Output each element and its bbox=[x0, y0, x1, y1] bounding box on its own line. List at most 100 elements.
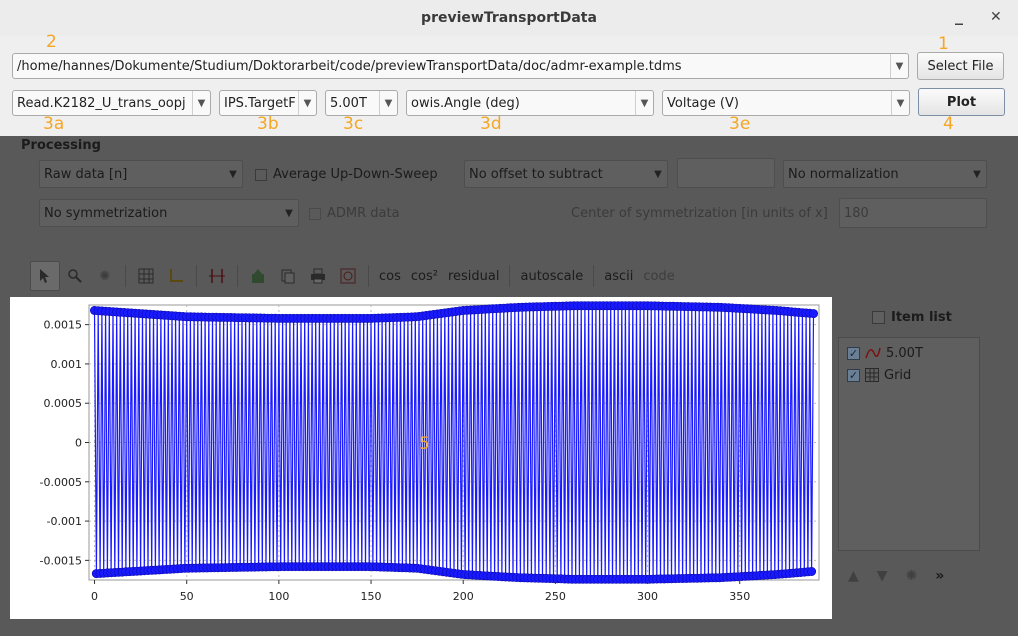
annotation-label: 3d bbox=[480, 114, 502, 134]
chevron-down-icon: ▼ bbox=[285, 207, 293, 219]
annotation-label: 5 bbox=[419, 434, 430, 454]
x-tick-label: 50 bbox=[180, 590, 194, 603]
x-tick-label: 250 bbox=[545, 590, 566, 603]
offset-value-input[interactable] bbox=[677, 158, 775, 188]
annotation-label: 3e bbox=[729, 114, 751, 134]
chevron-down-icon: ▼ bbox=[379, 91, 397, 115]
x-tick-label: 200 bbox=[453, 590, 474, 603]
axes-icon[interactable] bbox=[161, 261, 191, 291]
item-list-title: Item list bbox=[891, 310, 952, 325]
y-tick-label: 0 bbox=[75, 437, 82, 450]
check-icon[interactable]: ✓ bbox=[847, 368, 860, 382]
symmetrization-select[interactable]: No symmetrization ▼ bbox=[39, 199, 299, 227]
offset-value: No offset to subtract bbox=[469, 166, 603, 182]
annotation-label: 3c bbox=[343, 114, 364, 134]
offset-select[interactable]: No offset to subtract ▼ bbox=[464, 160, 668, 188]
data-mode-select[interactable]: Raw data [n] ▼ bbox=[39, 160, 243, 188]
admr-data-checkbox[interactable]: ADMR data bbox=[309, 206, 400, 221]
chevron-down-icon: ▼ bbox=[635, 91, 653, 115]
close-icon[interactable]: ✕ bbox=[990, 9, 1002, 25]
export-icon[interactable] bbox=[243, 261, 273, 291]
move-up-icon[interactable]: ▲ bbox=[848, 568, 859, 584]
markers-icon[interactable] bbox=[202, 261, 232, 291]
checkbox-box bbox=[309, 207, 321, 220]
item-list: ✓ 5.00T ✓ Grid bbox=[838, 337, 980, 551]
x-tick-label: 300 bbox=[637, 590, 658, 603]
annotation-label: 2 bbox=[46, 32, 57, 52]
plot-area[interactable]: 0 50 100 150 200 250 300 350 0.0015 0.001 0.0005 0 -… bbox=[10, 297, 832, 619]
x-axis-select[interactable]: owis.Angle (deg) ▼ bbox=[406, 90, 654, 116]
ascii-button[interactable]: ascii bbox=[604, 268, 634, 284]
gear-icon[interactable]: ✺ bbox=[99, 268, 111, 284]
residual-button[interactable]: residual bbox=[447, 268, 500, 284]
annotation-label: 4 bbox=[943, 114, 954, 134]
window-top-panel: previewTransportData _ ✕ 2 1 /home/hanne… bbox=[0, 0, 1018, 136]
code-button[interactable]: code bbox=[643, 268, 675, 284]
item-list-header: Item list bbox=[838, 310, 980, 325]
x-tick-label: 100 bbox=[268, 590, 289, 603]
window-title: previewTransportData bbox=[421, 10, 597, 26]
list-item-label: Grid bbox=[884, 367, 912, 383]
chevron-down-icon: ▼ bbox=[654, 168, 662, 180]
item-list-checkbox[interactable] bbox=[872, 311, 885, 324]
move-down-icon[interactable]: ▼ bbox=[876, 568, 888, 584]
y-axis-select[interactable]: Voltage (V) ▼ bbox=[662, 90, 910, 116]
average-sweep-checkbox[interactable]: Average Up-Down-Sweep bbox=[255, 167, 438, 182]
admr-data-label: ADMR data bbox=[327, 206, 400, 221]
cos-button[interactable]: cos bbox=[379, 268, 401, 284]
grid-icon bbox=[865, 368, 879, 382]
plot-button[interactable]: Plot bbox=[918, 88, 1005, 116]
zoom-icon[interactable] bbox=[60, 261, 90, 291]
chart-svg[interactable]: 0 50 100 150 200 250 300 350 0.0015 0.001 0.0005 0 -… bbox=[10, 297, 832, 619]
processing-heading: Processing bbox=[21, 138, 101, 153]
list-item[interactable]: ✓ Grid bbox=[839, 364, 979, 386]
x-tick-label: 0 bbox=[91, 590, 98, 603]
select-file-button[interactable]: Select File bbox=[917, 52, 1004, 80]
file-path-combo[interactable]: /home/hannes/Dokumente/Studium/Doktorarb… bbox=[12, 53, 909, 79]
gear-icon[interactable]: ✺ bbox=[905, 568, 918, 584]
plot-toolbar: ✺ cos cos² residual autoscale ascii code bbox=[30, 260, 680, 292]
symmetrization-value: No symmetrization bbox=[44, 205, 168, 221]
check-icon[interactable]: ✓ bbox=[847, 346, 860, 360]
chevron-down-icon: ▼ bbox=[192, 91, 210, 115]
cos2-button[interactable]: cos² bbox=[410, 268, 438, 284]
chevron-down-icon: ▼ bbox=[298, 91, 316, 115]
group-select[interactable]: Read.K2182_U_trans_oopj ▼ bbox=[12, 90, 211, 116]
list-item[interactable]: ✓ 5.00T bbox=[839, 342, 979, 364]
y-axis-select-value: Voltage (V) bbox=[667, 95, 739, 111]
grid-icon[interactable] bbox=[131, 261, 161, 291]
group-select-value: Read.K2182_U_trans_oopj bbox=[17, 95, 186, 111]
snapshot-icon[interactable] bbox=[333, 261, 363, 291]
x-axis-select-value: owis.Angle (deg) bbox=[411, 95, 520, 111]
list-item-label: 5.00T bbox=[886, 345, 923, 361]
annotation-label: 1 bbox=[938, 34, 949, 54]
cursor-icon[interactable] bbox=[30, 261, 60, 291]
toolbar-separator bbox=[368, 265, 369, 287]
y-tick-label: 0.0005 bbox=[44, 397, 83, 410]
toolbar-separator bbox=[509, 265, 511, 287]
normalization-select[interactable]: No normalization ▼ bbox=[783, 160, 987, 188]
chevron-down-icon: ▼ bbox=[229, 168, 237, 180]
channel-select[interactable]: IPS.TargetF ▼ bbox=[219, 90, 317, 116]
data-point bbox=[808, 309, 818, 319]
titlebar: previewTransportData _ ✕ bbox=[0, 0, 1018, 36]
more-icon[interactable]: » bbox=[935, 568, 945, 584]
item-list-actions: ▲ ▼ ✺ » bbox=[848, 568, 944, 584]
autoscale-button[interactable]: autoscale bbox=[520, 268, 584, 284]
chevron-down-icon: ▼ bbox=[973, 168, 981, 180]
y-tick-label: 0.001 bbox=[51, 358, 83, 371]
chevron-down-icon: ▼ bbox=[890, 54, 908, 78]
toolbar-separator bbox=[125, 265, 126, 287]
field-select[interactable]: 5.00T ▼ bbox=[325, 90, 398, 116]
y-tick-label: -0.001 bbox=[47, 515, 82, 528]
center-symmetrization-input[interactable]: 180 bbox=[839, 198, 987, 228]
x-tick-label: 350 bbox=[729, 590, 750, 603]
center-symmetrization-label: Center of symmetrization [in units of x] bbox=[571, 206, 828, 221]
average-sweep-label: Average Up-Down-Sweep bbox=[273, 167, 438, 182]
print-icon[interactable] bbox=[303, 261, 333, 291]
annotation-label: 3a bbox=[43, 114, 65, 134]
data-point bbox=[807, 566, 817, 576]
minimize-icon[interactable]: _ bbox=[955, 6, 963, 25]
data-mode-value: Raw data [n] bbox=[44, 166, 128, 182]
copy-icon[interactable] bbox=[273, 261, 303, 291]
